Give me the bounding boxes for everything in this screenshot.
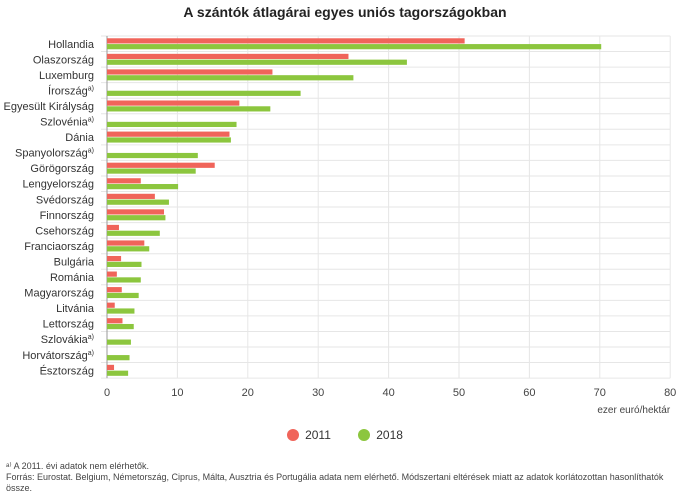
category-label: Szlovéniaa) xyxy=(40,117,94,129)
category-label: Luxemburg xyxy=(39,70,94,82)
bar-2018 xyxy=(107,44,602,50)
legend-marker-2011 xyxy=(287,429,300,441)
chart-title: A szántók átlagárai egyes uniós tagorszá… xyxy=(183,4,507,20)
category-label: Csehország xyxy=(35,225,94,237)
bar-2011 xyxy=(107,193,155,199)
bar-2018 xyxy=(107,75,354,81)
bar-2011 xyxy=(107,240,145,246)
bar-2018 xyxy=(107,277,141,283)
category-label: Dánia xyxy=(65,132,95,144)
bar-2018 xyxy=(107,355,130,361)
bar-2018 xyxy=(107,292,139,299)
legend-label-2018: 2018 xyxy=(376,428,403,442)
category-label: Spanyolországa) xyxy=(15,148,94,160)
bar-2018 xyxy=(107,106,271,112)
legend-item-2018[interactable]: 2018 xyxy=(358,428,403,442)
category-label: Finnország xyxy=(40,210,94,222)
bar-2018 xyxy=(107,230,160,236)
bar-2018 xyxy=(107,199,169,205)
category-label: Svédország xyxy=(36,194,94,206)
legend: 2011 2018 xyxy=(0,428,690,444)
bar-2011 xyxy=(107,255,122,262)
bar-2011 xyxy=(107,178,141,184)
bar-2018 xyxy=(107,323,134,330)
category-label: Olaszország xyxy=(33,54,94,66)
bar-chart: 0 10 20 30 40 50 60 70 80 ezer euró/hektár Holland… xyxy=(4,35,677,416)
legend-label-2011: 2011 xyxy=(305,428,331,442)
bar-2011 xyxy=(107,287,122,293)
x-tick-label: 30 xyxy=(312,387,324,399)
bar-2011 xyxy=(107,53,349,60)
category-label: Franciaország xyxy=(24,241,94,253)
x-axis-label: ezer euró/hektár xyxy=(597,405,670,416)
bar-2018 xyxy=(107,184,179,190)
bar-2018 xyxy=(107,152,198,159)
category-label: Bulgária xyxy=(54,256,95,268)
x-tick-label: 0 xyxy=(104,387,110,399)
bar-2018 xyxy=(107,339,131,345)
bar-2011 xyxy=(107,318,123,324)
x-tick-label: 50 xyxy=(453,387,465,399)
x-tick-label: 10 xyxy=(171,387,183,399)
bar-2011 xyxy=(107,302,115,308)
legend-item-2011[interactable]: 2011 xyxy=(287,428,331,442)
bar-2018 xyxy=(107,137,231,143)
bar-2011 xyxy=(107,224,119,231)
category-label: Horvátországa) xyxy=(22,350,94,362)
bar-2018 xyxy=(107,246,150,252)
bar-2011 xyxy=(107,38,465,44)
category-label: Szlovákiaa) xyxy=(41,334,94,346)
legend-marker-2018 xyxy=(358,429,371,441)
category-label: Románia xyxy=(50,272,95,284)
category-label: Egyesült Királyság xyxy=(4,101,95,113)
category-label: Írországa) xyxy=(48,84,94,97)
bar-2011 xyxy=(107,69,273,75)
category-label: Görögország xyxy=(30,163,94,175)
bar-2011 xyxy=(107,364,115,371)
bar-2011 xyxy=(107,209,165,215)
category-label: Lengyelország xyxy=(22,179,94,191)
bar-2011 xyxy=(107,271,117,277)
bar-2018 xyxy=(107,261,142,267)
footnote-a: ᵃ⁾ A 2011. évi adatok nem elérhetők. xyxy=(6,461,149,471)
source-note: Forrás: Eurostat. Belgium, Németország, … xyxy=(6,472,664,482)
x-tick-label: 40 xyxy=(382,387,394,399)
category-label: Litvánia xyxy=(56,303,95,315)
grid-layer xyxy=(101,35,671,379)
label-layer: 0 10 20 30 40 50 60 70 80 ezer euró/hektár Holland… xyxy=(4,39,677,416)
bar-2018 xyxy=(107,215,166,221)
footnotes: ᵃ⁾ A 2011. évi adatok nem elérhetők. For… xyxy=(6,461,684,494)
source-note-continued: össze. xyxy=(6,483,33,493)
bar-2018 xyxy=(107,370,129,376)
bar-layer xyxy=(107,38,602,376)
bar-2011 xyxy=(107,131,230,137)
category-label: Észtország xyxy=(40,364,94,377)
bar-2018 xyxy=(107,308,135,314)
x-tick-label: 80 xyxy=(664,387,676,399)
x-tick-label: 20 xyxy=(242,387,254,399)
x-tick-label: 60 xyxy=(523,387,535,399)
bar-2018 xyxy=(107,168,196,174)
bar-2018 xyxy=(107,90,301,96)
bar-2018 xyxy=(107,121,237,128)
bar-2011 xyxy=(107,162,215,168)
bar-2011 xyxy=(107,100,240,106)
category-label: Magyarország xyxy=(24,288,94,300)
bar-2018 xyxy=(107,59,407,65)
category-label: Hollandia xyxy=(48,39,95,51)
category-label: Lettország xyxy=(43,319,94,331)
x-tick-label: 70 xyxy=(594,387,606,399)
